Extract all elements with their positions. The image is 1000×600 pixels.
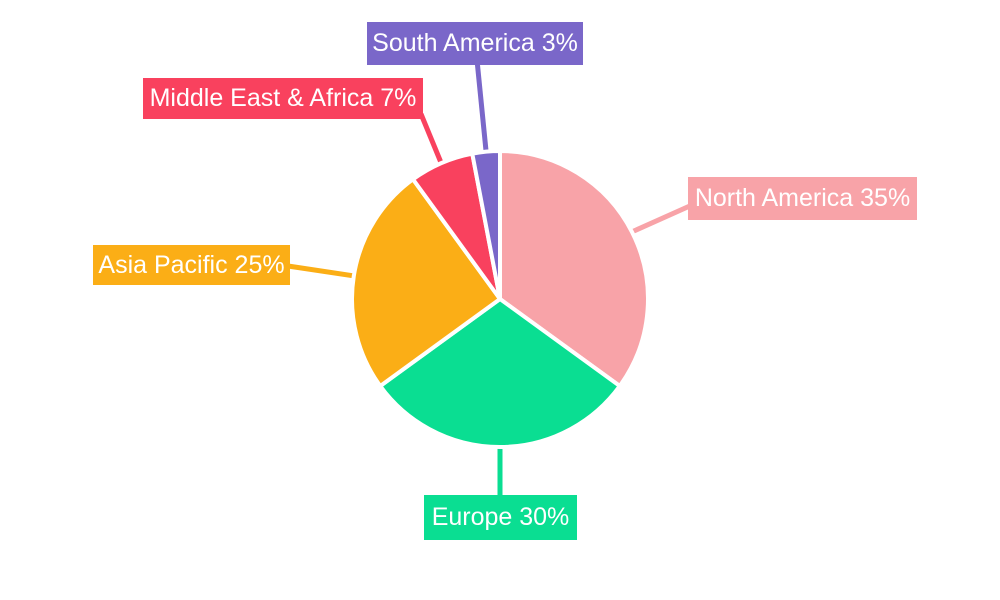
pie-slice-north-america: [498, 149, 650, 388]
pie-slice-asia-pacific: [350, 177, 502, 388]
pie-label-middle-east-africa: Middle East & Africa 7%: [143, 78, 423, 119]
leader-line-middle-east-africa: [418, 113, 445, 166]
leader-line-north-america: [629, 202, 694, 235]
leader-line-south-america: [474, 59, 489, 154]
pie-label-south-america: South America 3%: [367, 22, 583, 65]
pie-label-north-america: North America 35%: [688, 177, 917, 220]
pie-label-europe: Europe 30%: [424, 495, 577, 540]
leader-line-asia-pacific: [287, 263, 357, 279]
pie-label-asia-pacific: Asia Pacific 25%: [93, 245, 290, 285]
pie-slice-south-america: [470, 149, 502, 301]
pie-slice-europe: [378, 297, 622, 449]
